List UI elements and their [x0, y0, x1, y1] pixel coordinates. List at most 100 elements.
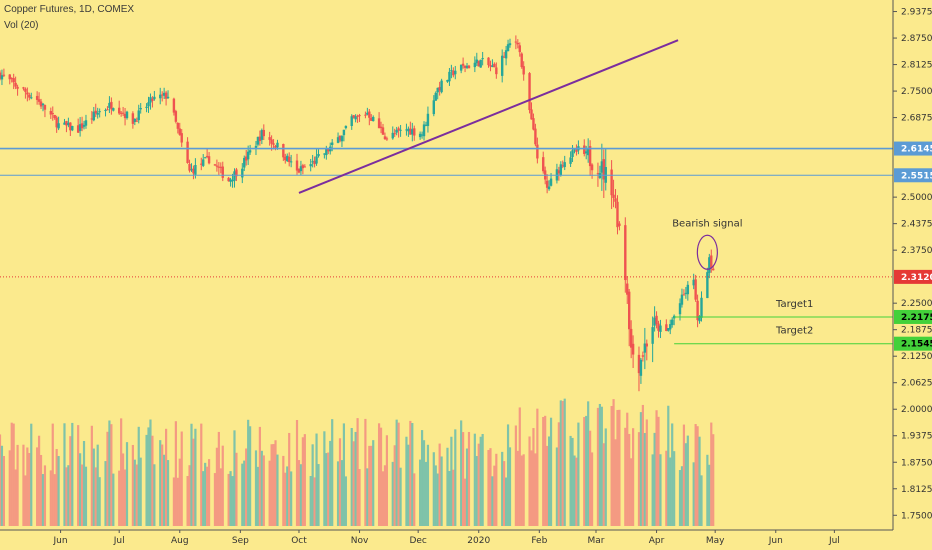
volume-bar-178 — [487, 449, 490, 526]
candle-170 — [463, 65, 467, 73]
volume-bar-199 — [544, 415, 547, 526]
volume-bar-154 — [420, 430, 424, 526]
candle-body — [350, 116, 353, 126]
candle-body — [637, 354, 641, 374]
volume-bar-101 — [274, 440, 277, 526]
candle-14 — [37, 92, 41, 105]
volume-bar-69 — [188, 465, 191, 526]
target-tag-1: 2.2175 — [901, 313, 932, 323]
candle-138 — [377, 112, 381, 129]
candle-body — [583, 145, 586, 154]
candle-body — [10, 78, 13, 80]
candle-186 — [506, 39, 510, 52]
target-tag-2-bg — [894, 336, 932, 351]
candle-189 — [516, 39, 520, 49]
candle-177 — [481, 51, 484, 66]
candle-118 — [323, 153, 326, 159]
volume-bar-151 — [411, 423, 414, 526]
candle-37 — [98, 108, 101, 118]
candle-body — [205, 155, 209, 157]
candle-76 — [205, 148, 209, 159]
candle-98 — [268, 131, 271, 146]
volume-bar-20 — [53, 474, 56, 526]
candle-54 — [147, 96, 150, 113]
candle-221 — [602, 149, 606, 199]
candle-body — [243, 157, 246, 168]
candle-167 — [454, 65, 457, 80]
candle-body — [268, 137, 271, 140]
candle-body — [213, 164, 217, 166]
candle-188 — [514, 35, 518, 50]
candle-164 — [448, 67, 451, 86]
volume-bar-174 — [475, 456, 478, 526]
volume-title: Vol (20) — [4, 20, 39, 31]
candle-body — [262, 129, 265, 137]
candle-198 — [542, 151, 545, 174]
candle-body — [545, 180, 549, 188]
volume-bar-86 — [233, 430, 236, 526]
level-tag-1: 2.6145 — [901, 145, 932, 155]
candle-236 — [643, 327, 647, 370]
volume-bar-102 — [276, 454, 279, 526]
candle-body — [35, 95, 39, 100]
candle-body — [684, 292, 688, 294]
candle-26 — [69, 122, 72, 137]
candle-body — [297, 168, 301, 173]
volume-bar-200 — [546, 445, 549, 526]
candle-body — [159, 94, 162, 99]
volume-bar-30 — [80, 464, 84, 526]
candle-55 — [149, 93, 152, 110]
candle-body — [659, 325, 662, 332]
volume-bar-26 — [69, 436, 72, 526]
candle-15 — [39, 98, 43, 109]
y-tick-label-12: 2.0000 — [901, 405, 932, 415]
volume-bar-47 — [125, 442, 129, 526]
candle-body — [112, 108, 115, 111]
volume-bar-29 — [79, 453, 82, 526]
candle-body — [395, 129, 398, 133]
candle-body — [106, 109, 109, 111]
candle-4 — [10, 77, 13, 83]
volume-bar-175 — [477, 443, 480, 526]
candle-67 — [180, 129, 183, 147]
candle-129 — [352, 115, 355, 119]
volume-bar-144 — [393, 445, 396, 526]
y-tick-label-10: 2.1250 — [901, 352, 932, 362]
candle-body — [245, 156, 248, 161]
candle-body — [71, 125, 74, 131]
y-tick-label-15: 1.8125 — [901, 485, 932, 495]
volume-bar-0 — [0, 434, 2, 526]
candle-body — [700, 297, 703, 318]
candle-body — [385, 138, 389, 140]
candle-body — [653, 317, 656, 326]
volume-bar-218 — [596, 407, 600, 526]
candle-body — [260, 130, 264, 140]
candle-body — [557, 170, 561, 174]
candle-75 — [203, 156, 207, 159]
candle-body — [532, 118, 535, 130]
candle-body — [481, 58, 484, 60]
candle-12 — [30, 92, 33, 100]
y-tick-label-16: 1.7500 — [901, 511, 932, 521]
volume-bar-158 — [432, 452, 435, 526]
volume-bar-251 — [684, 443, 687, 526]
candle-149 — [407, 126, 410, 137]
candle-211 — [575, 144, 578, 156]
volume-bar-71 — [192, 438, 195, 526]
candle-body — [215, 165, 219, 167]
candle-34 — [92, 106, 95, 122]
candle-body — [467, 65, 471, 69]
candle-body — [274, 145, 277, 148]
volume-bar-190 — [518, 407, 521, 526]
candle-body — [164, 92, 168, 99]
candle-220 — [600, 143, 604, 191]
candle-body — [289, 161, 293, 163]
y-tick-label-13: 1.9375 — [901, 432, 932, 442]
candle-body — [2, 74, 6, 76]
candle-49 — [133, 118, 137, 126]
volume-bar-245 — [669, 457, 672, 526]
candle-body — [241, 168, 244, 178]
candle-2 — [2, 68, 6, 78]
